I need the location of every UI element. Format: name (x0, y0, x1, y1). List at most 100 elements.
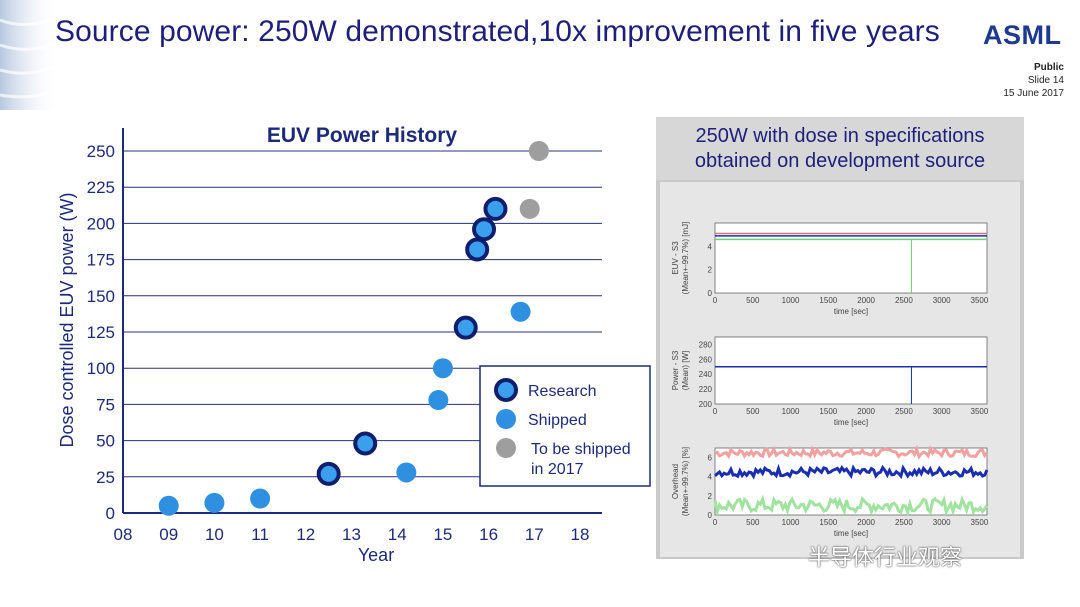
corner-decoration (0, 0, 60, 110)
legend-marker-shipped (496, 409, 516, 429)
subplot-y-tick: 0 (708, 511, 713, 520)
subplot-y-label: (Mean) [W] (681, 351, 690, 391)
data-point-to (519, 198, 540, 219)
data-point-research (483, 196, 508, 221)
panel-header-line-1: 250W with dose in specifications (695, 125, 985, 147)
subplot-x-tick: 2500 (895, 407, 913, 416)
y-tick-label: 150 (87, 287, 115, 306)
subplot-y-tick: 280 (699, 340, 713, 349)
subplot-x-tick: 2000 (857, 518, 875, 527)
subplot-x-tick: 3000 (933, 407, 951, 416)
y-tick-label: 0 (106, 504, 115, 523)
legend-marker-research (494, 378, 518, 402)
subplot-y-label: (Mean+-99.7%) [mJ] (681, 222, 690, 295)
classification-label: Public (1033, 62, 1064, 73)
x-tick-label: 18 (571, 525, 590, 544)
panel-header-text: 250W with dose in specifications obtaine… (656, 124, 1024, 174)
data-point-shipped (158, 495, 179, 516)
legend-label: in 2017 (531, 461, 584, 478)
watermark-text: 半导体行业观察 (808, 545, 963, 570)
subplot-frame (714, 336, 988, 405)
subplot-y-label: Overhead (671, 464, 680, 499)
subplot-x-tick: 2500 (895, 518, 913, 527)
x-tick-label: 08 (114, 525, 133, 544)
subplot-y-tick: 4 (708, 473, 713, 482)
x-tick-label: 17 (525, 525, 544, 544)
subplot-x-tick: 3000 (933, 296, 951, 305)
data-point-shipped (396, 462, 417, 483)
subplot-x-tick: 3500 (971, 296, 989, 305)
subplot-y-tick: 0 (708, 289, 713, 298)
subplot-x-tick: 1000 (782, 407, 800, 416)
x-axis-label: Year (358, 545, 394, 565)
legend-label: To be shipped (531, 441, 631, 458)
x-tick-label: 09 (159, 525, 178, 544)
y-axis-label: Dose controlled EUV power (W) (57, 192, 77, 447)
data-point-research (353, 431, 378, 456)
y-tick-label: 100 (87, 359, 115, 378)
subplot-y-tick: 220 (699, 385, 713, 394)
slide-number: Slide 14 (1027, 75, 1064, 86)
subplot-x-tick: 1500 (819, 296, 837, 305)
data-point-shipped (250, 488, 271, 509)
asml-logo: ASML (983, 20, 1062, 50)
legend-label: Shipped (528, 412, 587, 429)
subplot-y-label: EUV - S3 (671, 241, 680, 275)
slide-title: Source power: 250W demonstrated,10x impr… (55, 15, 940, 48)
legend-label: Research (528, 383, 596, 400)
data-point-research (472, 217, 497, 242)
slide-date: 15 June 2017 (1003, 88, 1064, 99)
subplot-frame (714, 222, 988, 294)
subplot-y-tick: 240 (699, 370, 713, 379)
subplot-x-tick: 500 (746, 518, 760, 527)
x-tick-label: 16 (479, 525, 498, 544)
upper-band-trace (714, 444, 989, 460)
subplot-x-tick: 500 (746, 407, 760, 416)
subplot-y-label: Power - S3 (671, 350, 680, 390)
subplot-x-label: time [sec] (834, 418, 868, 427)
subplot-x-tick: 1500 (819, 518, 837, 527)
legend-marker-to (496, 438, 516, 458)
subplot-y-tick: 2 (708, 266, 713, 275)
subplot-x-label: time [sec] (834, 307, 868, 316)
y-tick-label: 50 (96, 432, 115, 451)
x-tick-label: 12 (296, 525, 315, 544)
subplot-x-tick: 0 (713, 296, 718, 305)
subplot-y-tick: 260 (699, 355, 713, 364)
lower-band-trace (713, 494, 989, 518)
subplot-x-tick: 0 (713, 518, 718, 527)
subplot-x-tick: 1000 (782, 296, 800, 305)
x-tick-label: 11 (251, 525, 269, 544)
subplot-x-tick: 1500 (819, 407, 837, 416)
y-tick-label: 75 (96, 395, 115, 414)
y-tick-label: 175 (87, 251, 115, 270)
slide-meta: Public Slide 14 15 June 2017 (1003, 61, 1064, 100)
chart-title: EUV Power History (267, 124, 458, 147)
x-tick-label: 14 (388, 525, 407, 544)
data-point-research (316, 461, 341, 486)
subplot-y-tick: 6 (708, 454, 713, 463)
panel-header-line-2: obtained on development source (694, 150, 986, 172)
subplot-y-tick: 2 (708, 492, 713, 501)
subplot-x-tick: 3000 (933, 518, 951, 527)
y-tick-label: 25 (96, 468, 115, 487)
x-tick-label: 13 (342, 525, 361, 544)
subplot-x-tick: 2000 (857, 296, 875, 305)
data-point-shipped (204, 492, 225, 513)
subplot-x-label: time [sec] (834, 529, 868, 538)
subplot-x-tick: 500 (746, 296, 760, 305)
data-point-to (528, 141, 549, 161)
subplot-x-tick: 1000 (782, 518, 800, 527)
subplot-x-tick: 2500 (895, 296, 913, 305)
subplot-x-tick: 3500 (971, 518, 989, 527)
data-point-shipped (510, 301, 531, 322)
subplot-y-tick: 4 (708, 242, 713, 251)
data-point-shipped (428, 390, 449, 411)
x-tick-label: 15 (433, 525, 452, 544)
y-tick-label: 200 (87, 214, 115, 233)
data-point-research (465, 237, 490, 262)
x-tick-label: 10 (205, 525, 224, 544)
subplot-x-tick: 2000 (857, 407, 875, 416)
y-tick-label: 225 (87, 178, 115, 197)
